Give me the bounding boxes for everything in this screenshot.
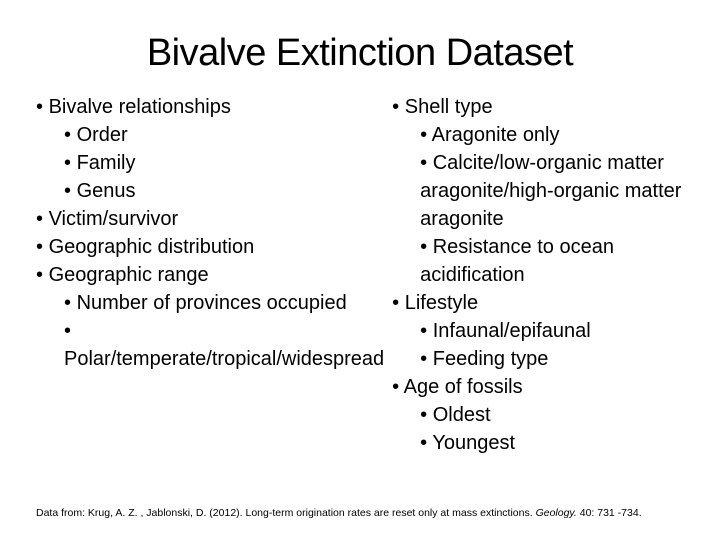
- list-item: Family: [36, 149, 384, 177]
- list-item: Number of provinces occupied: [36, 289, 384, 317]
- page-title: Bivalve Extinction Dataset: [36, 32, 684, 75]
- list-item: Polar/temperate/tropical/widespread: [36, 317, 384, 373]
- left-column: Bivalve relationships Order Family Genus…: [36, 93, 384, 457]
- list-item: Lifestyle: [392, 289, 684, 317]
- list-item: Resistance to ocean acidification: [392, 233, 684, 289]
- list-item: Geographic distribution: [36, 233, 384, 261]
- list-item: Genus: [36, 177, 384, 205]
- list-item: Order: [36, 121, 384, 149]
- list-item: Oldest: [392, 401, 684, 429]
- list-item: Infaunal/epifaunal: [392, 317, 684, 345]
- citation-journal: Geology.: [536, 507, 580, 519]
- list-item: Bivalve relationships: [36, 93, 384, 121]
- list-item: Calcite/low-organic matter aragonite/hig…: [392, 149, 684, 233]
- citation-suffix: 40: 731 -734.: [580, 507, 642, 519]
- list-item: Shell type: [392, 93, 684, 121]
- citation-prefix: Data from: Krug, A. Z. , Jablonski, D. (…: [36, 507, 536, 519]
- list-item: Geographic range: [36, 261, 384, 289]
- list-item: Victim/survivor: [36, 205, 384, 233]
- content-columns: Bivalve relationships Order Family Genus…: [36, 93, 684, 457]
- list-item: Youngest: [392, 429, 684, 457]
- list-item: Feeding type: [392, 345, 684, 373]
- list-item: Age of fossils: [392, 373, 684, 401]
- right-column: Shell type Aragonite only Calcite/low-or…: [392, 93, 684, 457]
- citation-text: Data from: Krug, A. Z. , Jablonski, D. (…: [36, 507, 684, 520]
- list-item: Aragonite only: [392, 121, 684, 149]
